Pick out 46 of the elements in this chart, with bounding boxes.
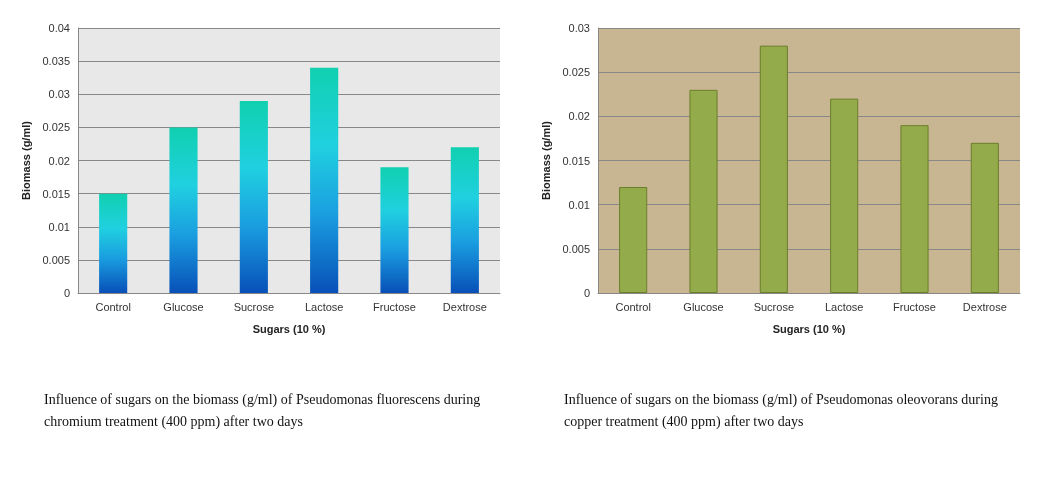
y-tick-label: 0.01 <box>568 198 590 211</box>
bar <box>900 125 929 293</box>
text: Influence of sugars on the biomass (g/ml) of Pseudomonas fluorescens during chromium treatment (400 ppm) after two days <box>44 391 484 430</box>
text: Influence of sugars on the biomass (g/ml) of Pseudomonas oleovorans during copper treatment (400 ppm) after two days <box>564 391 1002 430</box>
y-tick-label: 0.01 <box>48 220 70 233</box>
y-tick-label: 0.02 <box>568 110 590 123</box>
y-tick-label: 0.015 <box>562 154 590 167</box>
x-tick-label: Dextrose <box>962 300 1007 313</box>
x-tick-label: Control <box>615 300 651 313</box>
x-tick-label: Sucrose <box>233 300 275 313</box>
x-tick-label: Lactose <box>304 300 344 313</box>
x-tick-label: Lactose <box>824 300 864 313</box>
bar <box>239 100 268 293</box>
y-axis-title: Biomass (g/ml) <box>540 120 553 200</box>
y-tick-label: 0.005 <box>562 242 590 255</box>
x-axis-title: Sugars (10 %) <box>772 322 846 335</box>
y-tick-label: 0.005 <box>42 253 70 266</box>
y-tick-label: 0.04 <box>48 22 70 34</box>
y-tick-label: 0.03 <box>48 88 70 101</box>
y-tick-label: 0.035 <box>42 55 70 68</box>
x-tick-label: Control <box>95 300 131 313</box>
bar <box>99 193 128 293</box>
y-axis-title: Biomass (g/ml) <box>20 120 33 200</box>
bar <box>380 167 409 293</box>
y-tick-label: 0 <box>63 287 70 299</box>
x-tick-label: Glucose <box>683 300 724 313</box>
x-tick-label: Sucrose <box>753 300 795 313</box>
y-tick-label: 0.015 <box>42 187 70 200</box>
x-tick-label: Fructose <box>373 300 416 313</box>
y-tick-label: 0.025 <box>562 66 590 79</box>
bar <box>310 67 339 293</box>
bar <box>970 142 999 293</box>
bar <box>759 45 788 293</box>
x-tick-label: Dextrose <box>442 300 487 313</box>
y-tick-label: 0.03 <box>568 22 590 34</box>
bar <box>689 89 718 293</box>
y-tick-label: 0.02 <box>48 154 70 167</box>
bar <box>169 127 198 293</box>
y-tick-label: 0.025 <box>42 121 70 134</box>
y-tick-label: 0 <box>583 287 590 299</box>
bar <box>830 98 859 293</box>
bar <box>619 187 648 293</box>
x-axis-title: Sugars (10 %) <box>252 322 326 335</box>
x-tick-label: Glucose <box>163 300 204 313</box>
bar <box>450 147 479 293</box>
x-tick-label: Fructose <box>893 300 936 313</box>
